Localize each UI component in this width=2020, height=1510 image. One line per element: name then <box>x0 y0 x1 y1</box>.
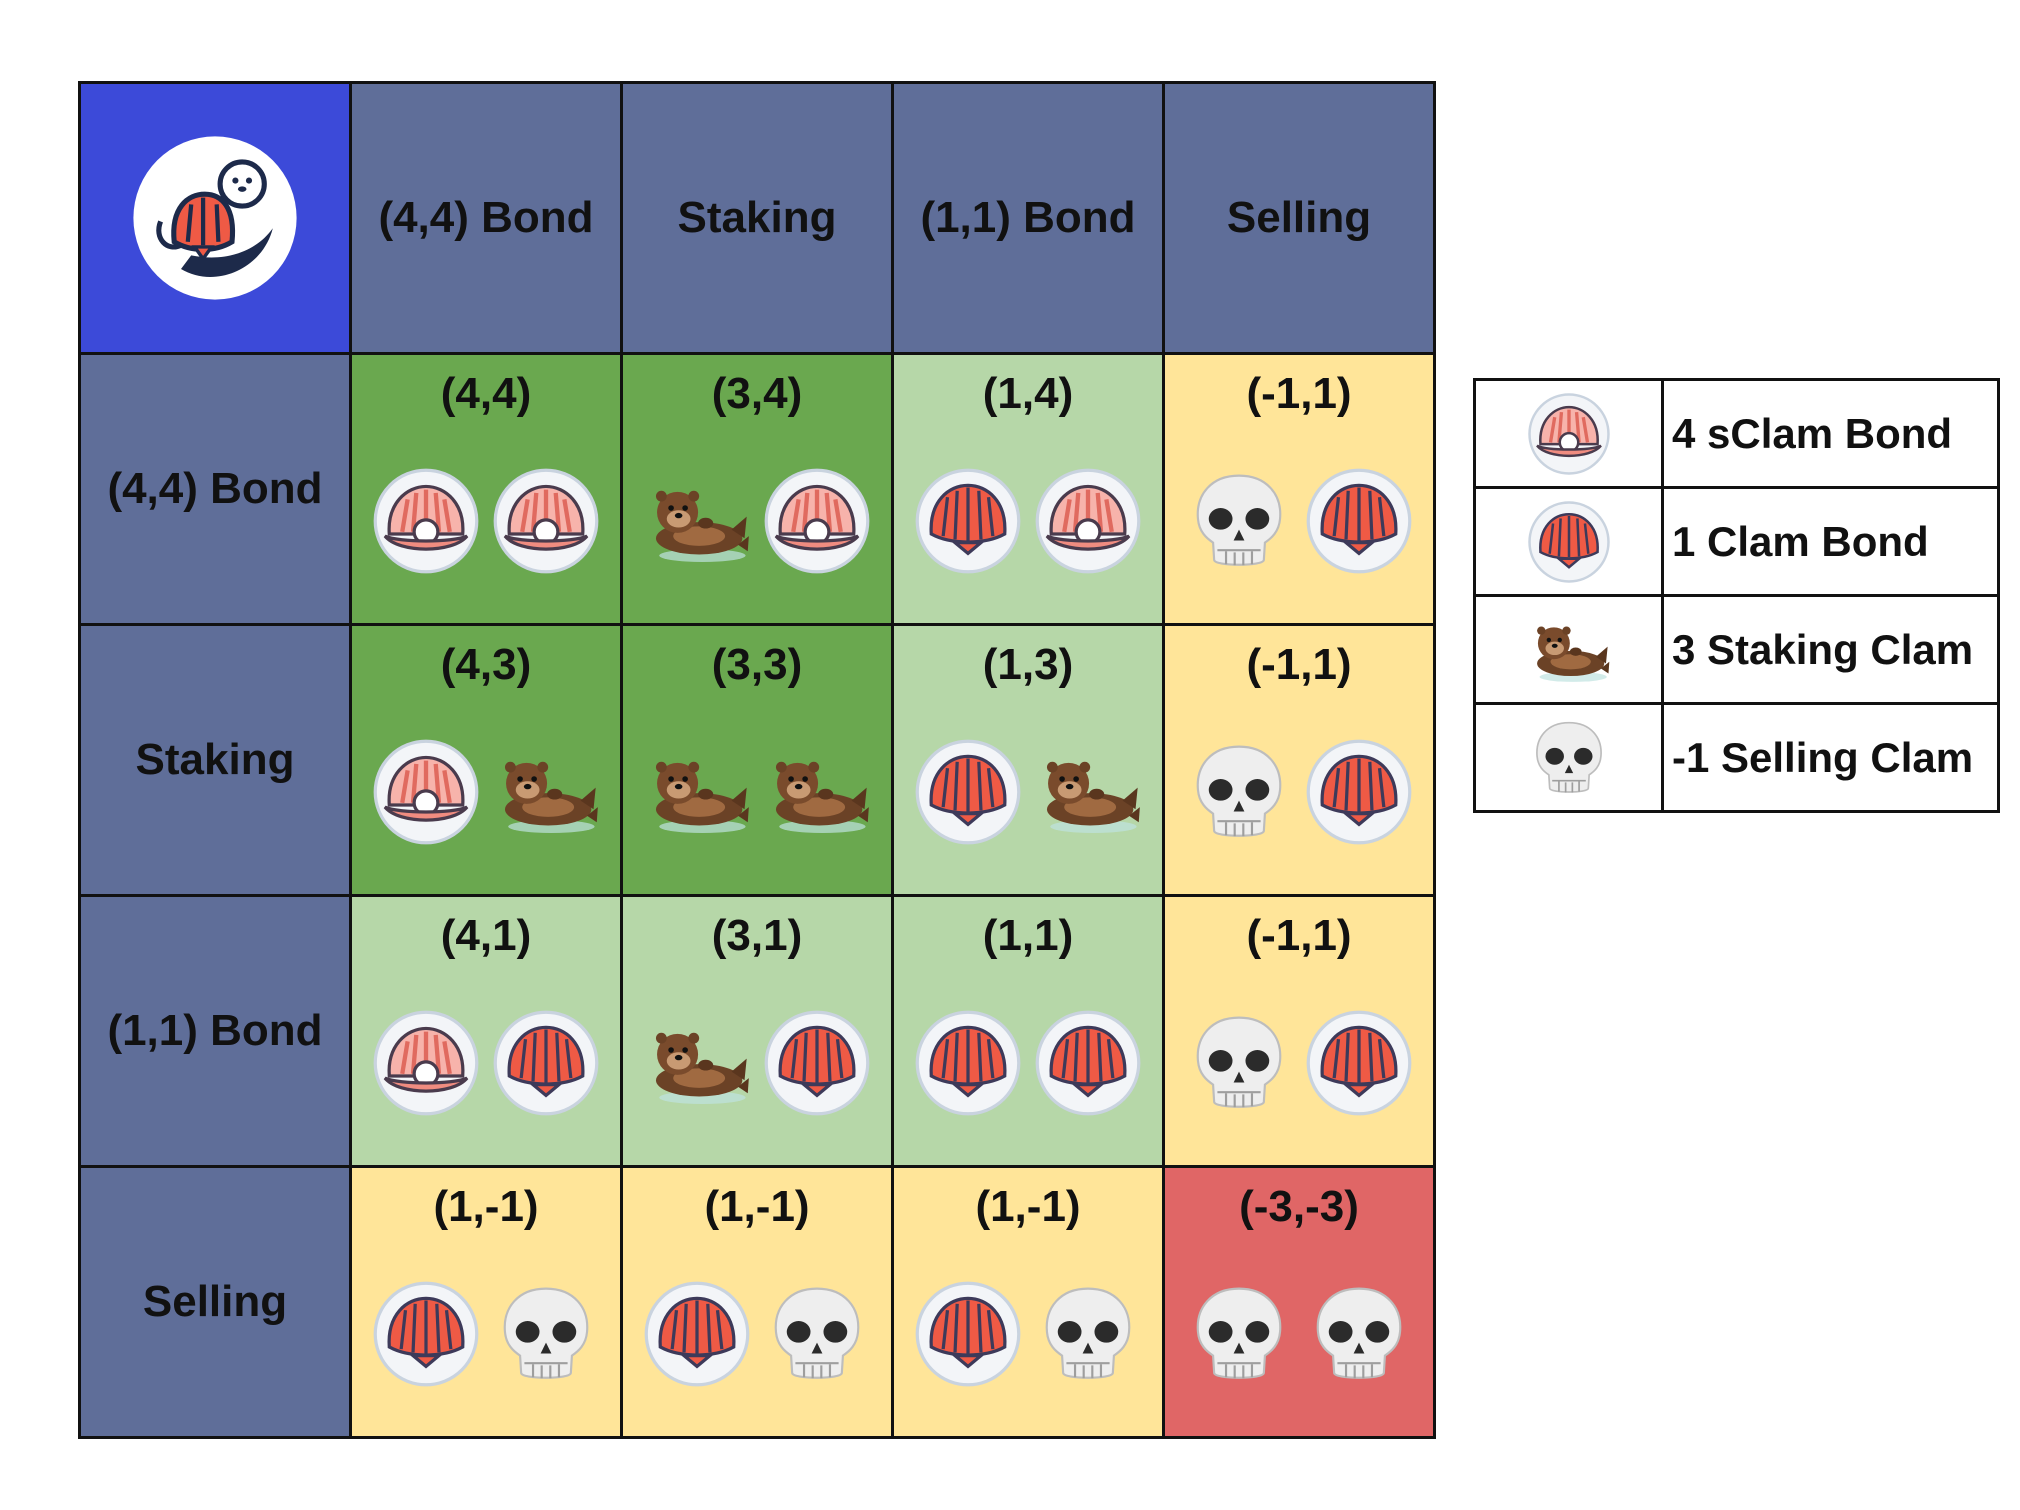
row-header-4-4-bond: (4,4) Bond <box>81 355 352 626</box>
column-header-label: (4,4) Bond <box>378 193 594 242</box>
skull-icon <box>1185 467 1293 575</box>
payoff-cell: (1,4) <box>894 355 1165 626</box>
payoff-cell: (1,-1) <box>623 1168 894 1439</box>
column-header-label: (1,1) Bond <box>920 193 1136 242</box>
payoff-matrix: (4,4) Bond Staking (1,1) Bond Selling (4… <box>78 81 1436 1439</box>
payoff-cell: (1,3) <box>894 626 1165 897</box>
payoff-cell: (-1,1) <box>1165 897 1436 1168</box>
skull-icon <box>763 1280 871 1388</box>
payoff-value: (-1,1) <box>1246 369 1352 418</box>
clam-bond-icon <box>914 1280 1022 1388</box>
sclam-bond-icon <box>1034 467 1142 575</box>
payoff-value: (1,-1) <box>704 1182 810 1231</box>
payoff-cell: (1,-1) <box>894 1168 1165 1439</box>
skull-icon <box>1305 1280 1413 1388</box>
payoff-cell: (3,3) <box>623 626 894 897</box>
payoff-value: (3,4) <box>711 369 803 418</box>
payoff-cell: (1,1) <box>894 897 1165 1168</box>
payoff-cell: (-1,1) <box>1165 355 1436 626</box>
clam-bond-icon <box>372 1280 480 1388</box>
skull-icon <box>1527 716 1611 800</box>
clam-bond-icon <box>1305 1009 1413 1117</box>
skull-icon <box>1034 1280 1142 1388</box>
clam-bond-icon <box>914 467 1022 575</box>
otter-icon <box>1527 608 1611 692</box>
column-header-selling: Selling <box>1165 84 1436 355</box>
payoff-value: (1,-1) <box>975 1182 1081 1231</box>
row-header-label: (4,4) Bond <box>107 464 323 513</box>
payoff-value: (1,-1) <box>433 1182 539 1231</box>
clam-bond-icon <box>1305 738 1413 846</box>
payoff-cell: (3,4) <box>623 355 894 626</box>
legend-label: 4 sClam Bond <box>1664 381 2000 489</box>
payoff-value: (1,3) <box>982 640 1074 689</box>
payoff-value: (-1,1) <box>1246 911 1352 960</box>
sclam-bond-icon <box>372 1009 480 1117</box>
otter-icon <box>643 738 751 846</box>
payoff-value: (1,1) <box>982 911 1074 960</box>
legend-label: 3 Staking Clam <box>1664 597 2000 705</box>
otter-holding-clam-logo-icon <box>130 133 300 303</box>
sclam-bond-icon <box>1527 392 1611 476</box>
column-header-4-4-bond: (4,4) Bond <box>352 84 623 355</box>
sclam-bond-icon <box>763 467 871 575</box>
payoff-cell: (4,1) <box>352 897 623 1168</box>
legend-icon-cell <box>1476 489 1664 597</box>
clam-bond-icon <box>914 738 1022 846</box>
payoff-value: (4,1) <box>440 911 532 960</box>
column-header-label: Staking <box>677 193 837 242</box>
legend-label: 1 Clam Bond <box>1664 489 2000 597</box>
otter-icon <box>763 738 871 846</box>
payoff-cell: (4,3) <box>352 626 623 897</box>
sclam-bond-icon <box>492 467 600 575</box>
clam-bond-icon <box>1527 500 1611 584</box>
row-header-selling: Selling <box>81 1168 352 1439</box>
clam-bond-icon <box>643 1280 751 1388</box>
clam-bond-icon <box>763 1009 871 1117</box>
payoff-cell: (-1,1) <box>1165 626 1436 897</box>
column-header-label: Selling <box>1226 193 1372 242</box>
payoff-cell: (1,-1) <box>352 1168 623 1439</box>
otter-icon <box>643 467 751 575</box>
otter-icon <box>643 1009 751 1117</box>
legend: 4 sClam Bond 1 Clam Bond 3 Staking Clam … <box>1473 378 2000 813</box>
legend-icon-cell <box>1476 705 1664 813</box>
skull-icon <box>1185 1280 1293 1388</box>
payoff-value: (4,4) <box>440 369 532 418</box>
skull-icon <box>492 1280 600 1388</box>
clam-bond-icon <box>914 1009 1022 1117</box>
legend-label: -1 Selling Clam <box>1664 705 2000 813</box>
row-header-label: Selling <box>142 1277 288 1326</box>
payoff-cell: (-3,-3) <box>1165 1168 1436 1439</box>
otter-icon <box>492 738 600 846</box>
legend-icon-cell <box>1476 597 1664 705</box>
row-header-label: Staking <box>135 735 295 784</box>
payoff-value: (3,3) <box>711 640 803 689</box>
otter-icon <box>1034 738 1142 846</box>
sclam-bond-icon <box>372 738 480 846</box>
legend-icon-cell <box>1476 381 1664 489</box>
row-header-1-1-bond: (1,1) Bond <box>81 897 352 1168</box>
payoff-value: (1,4) <box>982 369 1074 418</box>
payoff-cell: (4,4) <box>352 355 623 626</box>
clam-bond-icon <box>1305 467 1413 575</box>
skull-icon <box>1185 738 1293 846</box>
row-header-staking: Staking <box>81 626 352 897</box>
clam-bond-icon <box>1034 1009 1142 1117</box>
payoff-value: (-1,1) <box>1246 640 1352 689</box>
row-header-label: (1,1) Bond <box>107 1006 323 1055</box>
payoff-value: (4,3) <box>440 640 532 689</box>
column-header-staking: Staking <box>623 84 894 355</box>
payoff-value: (-3,-3) <box>1239 1182 1359 1231</box>
payoff-value: (3,1) <box>711 911 803 960</box>
column-header-1-1-bond: (1,1) Bond <box>894 84 1165 355</box>
payoff-cell: (3,1) <box>623 897 894 1168</box>
skull-icon <box>1185 1009 1293 1117</box>
sclam-bond-icon <box>372 467 480 575</box>
clam-bond-icon <box>492 1009 600 1117</box>
logo-cell <box>81 84 352 355</box>
